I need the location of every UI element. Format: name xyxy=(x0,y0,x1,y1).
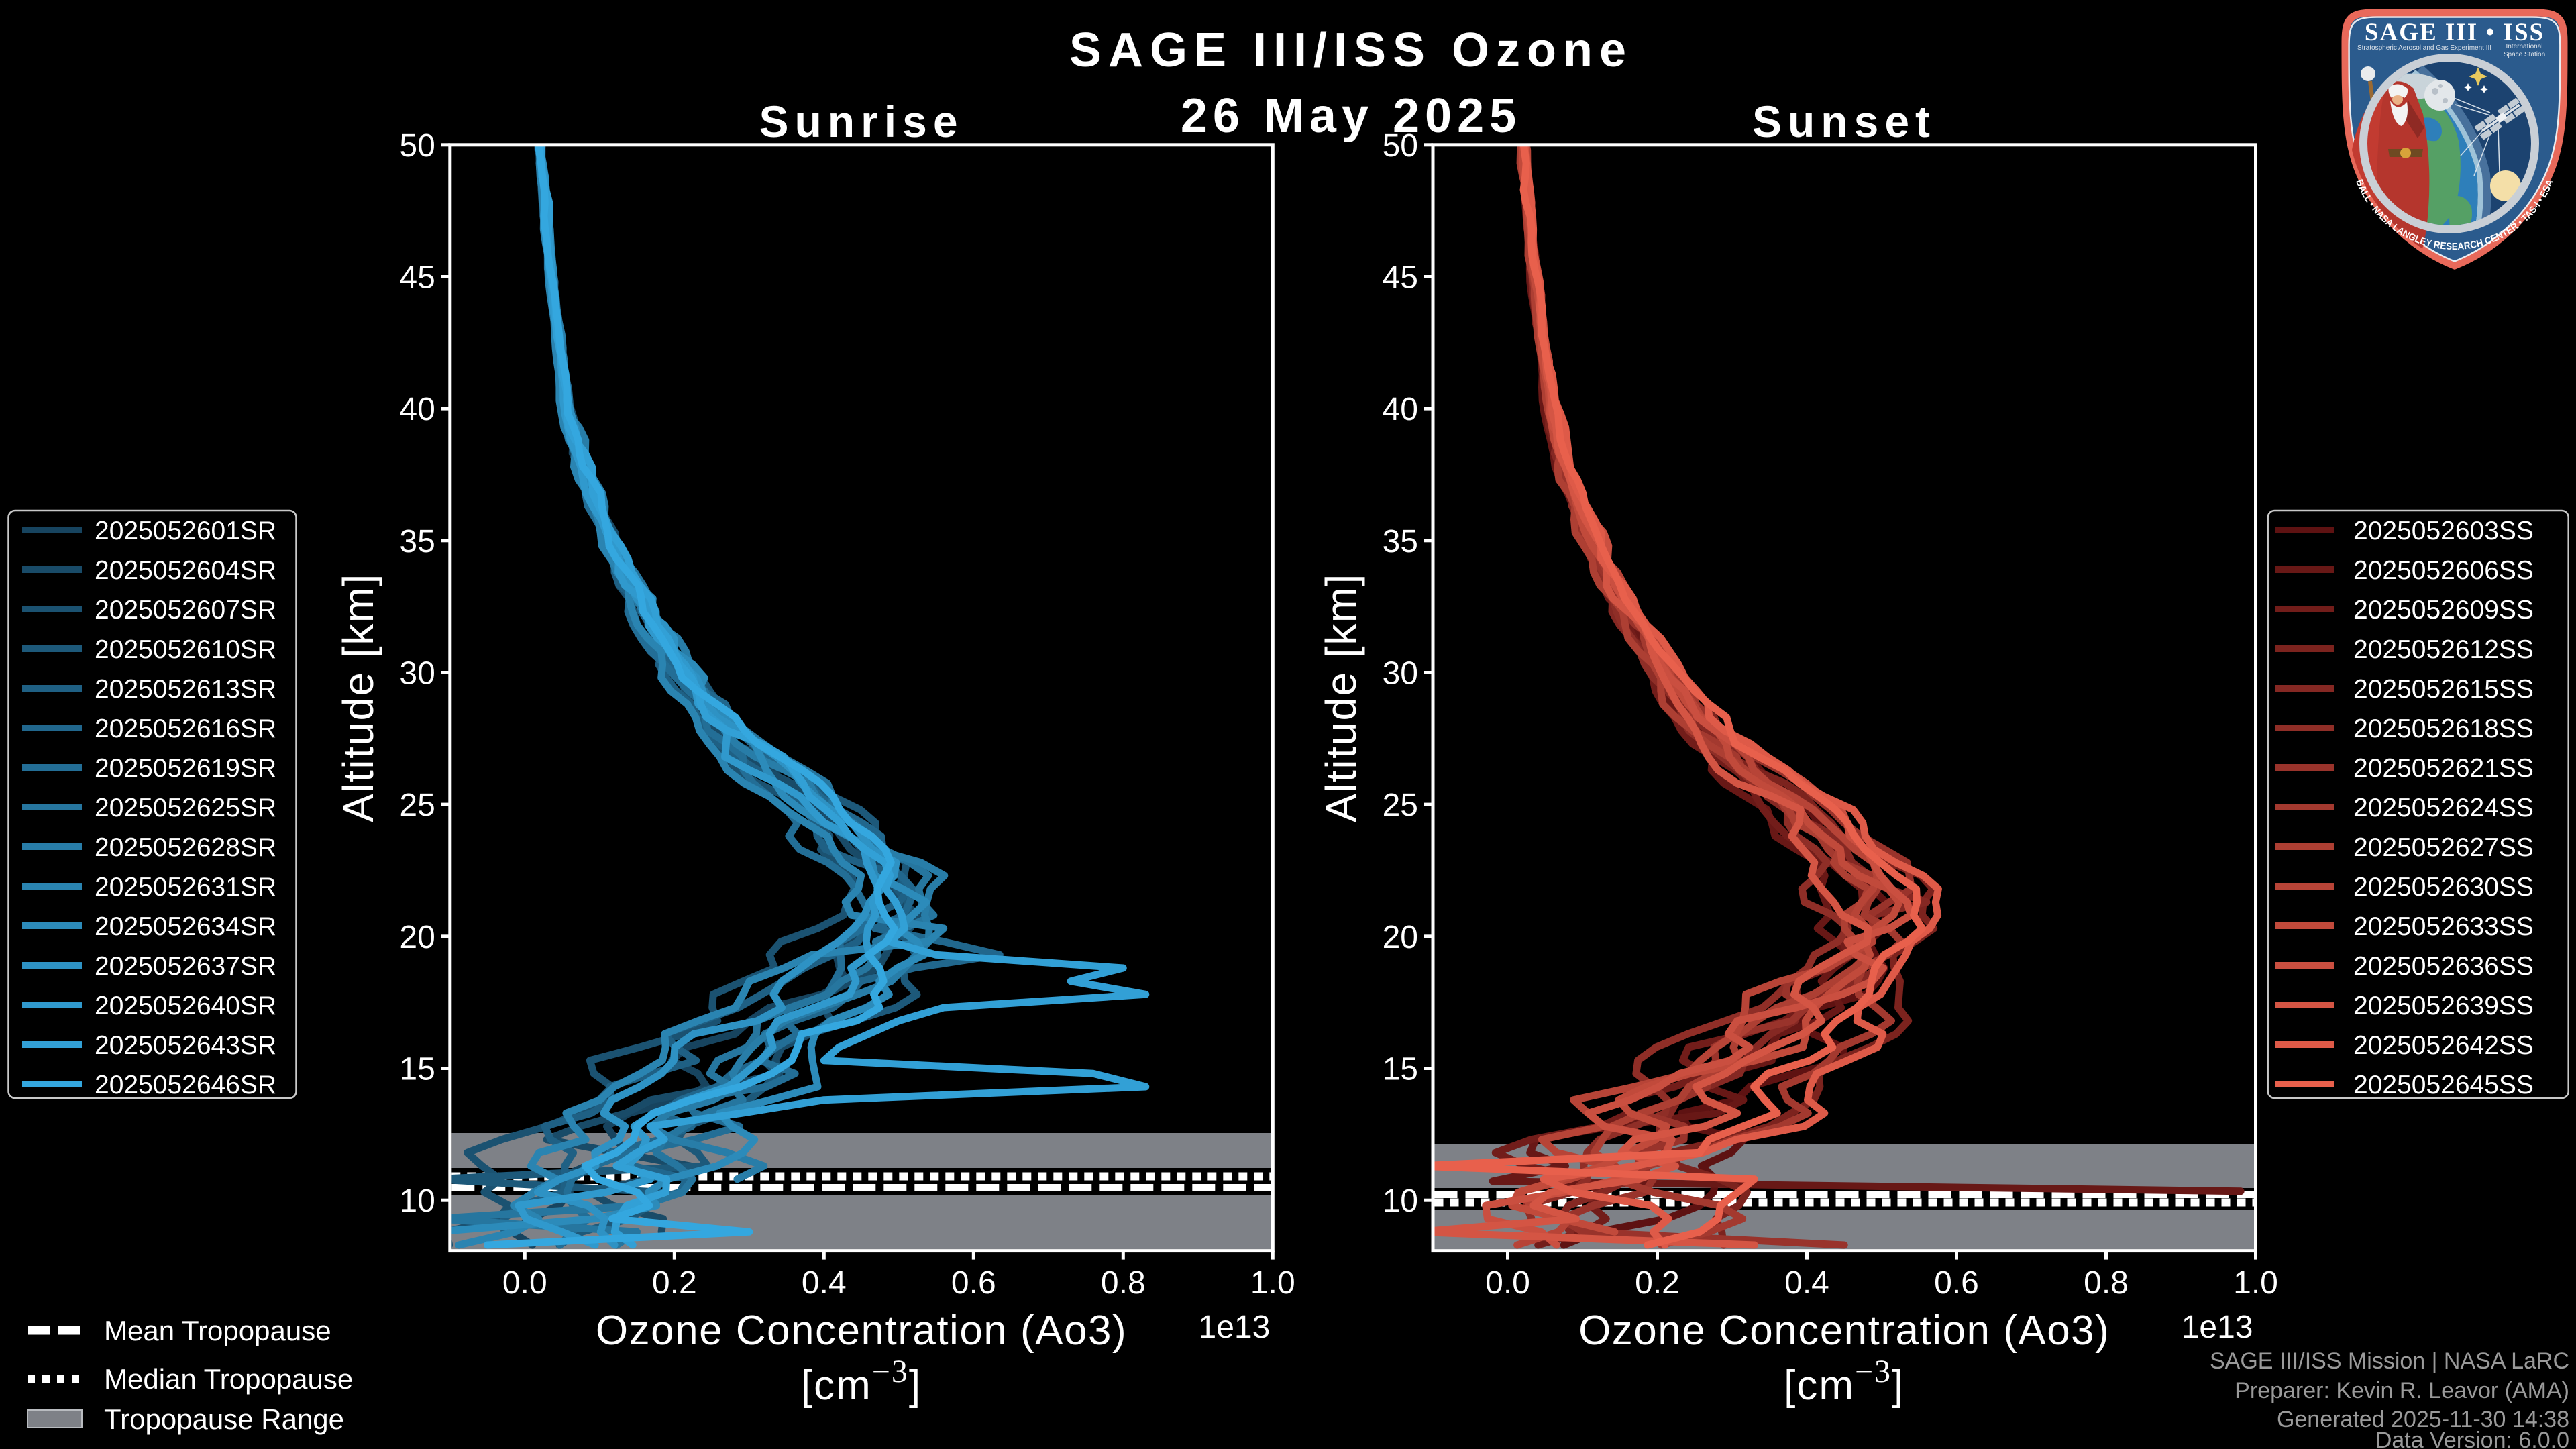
svg-text:2025052640SR: 2025052640SR xyxy=(95,991,276,1020)
svg-text:0.8: 0.8 xyxy=(1101,1265,1146,1301)
svg-text:Median Tropopause: Median Tropopause xyxy=(104,1363,353,1395)
svg-text:50: 50 xyxy=(1383,128,1418,164)
svg-text:0.4: 0.4 xyxy=(802,1265,847,1301)
svg-text:2025052616SR: 2025052616SR xyxy=(95,714,276,743)
svg-text:SAGE III • ISS: SAGE III • ISS xyxy=(2365,19,2544,46)
svg-text:2025052604SR: 2025052604SR xyxy=(95,556,276,585)
svg-text:Tropopause Range: Tropopause Range xyxy=(104,1403,344,1435)
svg-text:2025052615SS: 2025052615SS xyxy=(2353,675,2534,704)
svg-text:SAGE III/ISS Mission | NASA La: SAGE III/ISS Mission | NASA LaRC xyxy=(2210,1348,2569,1374)
svg-text:10: 10 xyxy=(1383,1183,1418,1219)
svg-text:2025052639SS: 2025052639SS xyxy=(2353,991,2534,1020)
svg-text:2025052606SS: 2025052606SS xyxy=(2353,556,2534,585)
svg-text:Mean Tropopause: Mean Tropopause xyxy=(104,1315,331,1346)
svg-text:2025052637SR: 2025052637SR xyxy=(95,952,276,981)
svg-text:15: 15 xyxy=(399,1052,435,1087)
svg-text:2025052603SS: 2025052603SS xyxy=(2353,517,2534,545)
svg-text:2025052627SS: 2025052627SS xyxy=(2353,833,2534,862)
svg-text:SAGE III/ISS Ozone: SAGE III/ISS Ozone xyxy=(1069,23,1633,77)
svg-text:40: 40 xyxy=(1383,392,1418,427)
svg-text:0.4: 0.4 xyxy=(1784,1265,1829,1301)
svg-text:2025052618SS: 2025052618SS xyxy=(2353,714,2534,743)
svg-text:2025052607SR: 2025052607SR xyxy=(95,596,276,625)
svg-text:0.2: 0.2 xyxy=(652,1265,697,1301)
svg-text:2025052612SS: 2025052612SS xyxy=(2353,635,2534,664)
svg-text:2025052633SS: 2025052633SS xyxy=(2353,912,2534,941)
svg-text:2025052601SR: 2025052601SR xyxy=(95,517,276,545)
svg-text:2025052619SR: 2025052619SR xyxy=(95,754,276,783)
svg-text:International: International xyxy=(2506,43,2542,50)
svg-text:2025052625SR: 2025052625SR xyxy=(95,794,276,822)
svg-text:50: 50 xyxy=(399,128,435,164)
svg-text:0.0: 0.0 xyxy=(1485,1265,1530,1301)
svg-text:35: 35 xyxy=(399,524,435,559)
svg-text:30: 30 xyxy=(1383,656,1418,692)
svg-text:2025052610SR: 2025052610SR xyxy=(95,635,276,664)
svg-text:20: 20 xyxy=(399,920,435,955)
svg-text:2025052609SS: 2025052609SS xyxy=(2353,596,2534,625)
svg-text:0.0: 0.0 xyxy=(502,1265,547,1301)
svg-text:Preparer: Kevin R. Leavor (AMA: Preparer: Kevin R. Leavor (AMA) xyxy=(2235,1378,2569,1403)
svg-text:1e13: 1e13 xyxy=(1199,1309,1271,1345)
svg-text:2025052643SR: 2025052643SR xyxy=(95,1031,276,1060)
svg-text:40: 40 xyxy=(399,392,435,427)
svg-text:2025052613SR: 2025052613SR xyxy=(95,675,276,704)
svg-text:1.0: 1.0 xyxy=(1250,1265,1295,1301)
svg-text:0.8: 0.8 xyxy=(2084,1265,2129,1301)
svg-text:2025052630SS: 2025052630SS xyxy=(2353,873,2534,902)
svg-text:Ozone Concentration (Ao3): Ozone Concentration (Ao3) xyxy=(596,1307,1127,1354)
svg-text:2025052624SS: 2025052624SS xyxy=(2353,794,2534,822)
svg-text:2025052628SR: 2025052628SR xyxy=(95,833,276,862)
svg-text:Sunset: Sunset xyxy=(1752,97,1936,146)
svg-text:2025052621SS: 2025052621SS xyxy=(2353,754,2534,783)
svg-text:2025052645SS: 2025052645SS xyxy=(2353,1071,2534,1099)
svg-text:2025052646SR: 2025052646SR xyxy=(95,1071,276,1099)
svg-text:35: 35 xyxy=(1383,524,1418,559)
svg-text:Sunrise: Sunrise xyxy=(759,97,963,146)
svg-text:Data Version: 6.0.0: Data Version: 6.0.0 xyxy=(2375,1428,2569,1449)
svg-text:30: 30 xyxy=(399,656,435,692)
svg-text:45: 45 xyxy=(1383,260,1418,296)
svg-text:2025052631SR: 2025052631SR xyxy=(95,873,276,902)
svg-text:25: 25 xyxy=(1383,788,1418,823)
svg-text:0.6: 0.6 xyxy=(1934,1265,1979,1301)
svg-text:0.6: 0.6 xyxy=(951,1265,996,1301)
svg-text:1.0: 1.0 xyxy=(2233,1265,2278,1301)
svg-text:10: 10 xyxy=(399,1183,435,1219)
svg-text:2025052636SS: 2025052636SS xyxy=(2353,952,2534,981)
svg-text:20: 20 xyxy=(1383,920,1418,955)
svg-text:45: 45 xyxy=(399,260,435,296)
svg-text:Altitude [km]: Altitude [km] xyxy=(1317,573,1365,822)
svg-text:Generated 2025-11-30 14:38: Generated 2025-11-30 14:38 xyxy=(2277,1407,2569,1432)
svg-text:Altitude [km]: Altitude [km] xyxy=(334,573,382,822)
svg-text:0.2: 0.2 xyxy=(1635,1265,1680,1301)
svg-text:25: 25 xyxy=(399,788,435,823)
svg-text:15: 15 xyxy=(1383,1052,1418,1087)
svg-text:2025052634SR: 2025052634SR xyxy=(95,912,276,941)
svg-text:26 May 2025: 26 May 2025 xyxy=(1181,89,1521,143)
svg-text:Space Station: Space Station xyxy=(2504,51,2545,58)
svg-text:Stratospheric Aerosol and Gas: Stratospheric Aerosol and Gas Experiment… xyxy=(2357,44,2491,52)
svg-text:2025052642SS: 2025052642SS xyxy=(2353,1031,2534,1060)
svg-text:Ozone Concentration (Ao3): Ozone Concentration (Ao3) xyxy=(1578,1307,2110,1354)
svg-text:1e13: 1e13 xyxy=(2182,1309,2253,1345)
